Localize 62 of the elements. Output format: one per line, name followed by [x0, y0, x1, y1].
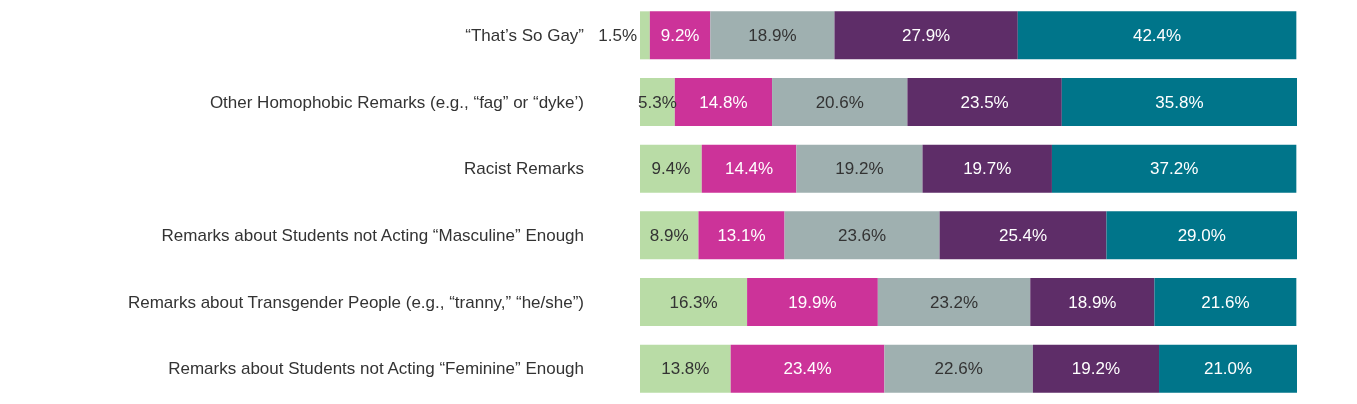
data-label: 23.4% [783, 359, 832, 379]
data-label: 23.6% [837, 225, 887, 245]
bar [907, 78, 1062, 126]
y-tick-label: Racist Remarks [464, 159, 584, 179]
bar [640, 344, 731, 393]
y-tick-label: Remarks about Transgender People (e.g., “tranny,” “he/she”) [127, 292, 584, 312]
data-label: 37.2% [1150, 159, 1199, 179]
bar [640, 11, 650, 60]
bar [772, 78, 908, 126]
data-label: 27.9% [902, 25, 951, 45]
bar [1154, 278, 1297, 326]
bar [784, 211, 940, 260]
bar [877, 278, 1031, 326]
bar [1017, 11, 1297, 60]
data-label: 16.3% [669, 292, 718, 312]
y-tick-label: Other Homophobic Remarks (e.g., “fag” or “dyke’) [209, 92, 584, 112]
bar [1159, 344, 1297, 393]
bar [1030, 278, 1155, 326]
data-label: 25.4% [998, 225, 1048, 245]
y-tick-label: Remarks about Students not Acting “Feminine” Enough [168, 359, 584, 379]
bar [922, 144, 1052, 193]
data-label: 42.4% [1132, 25, 1182, 45]
data-label: 14.8% [699, 92, 748, 112]
data-label: 18.9% [748, 25, 797, 45]
data-label: 9.2% [660, 25, 700, 45]
data-label: 19.2% [1071, 359, 1121, 379]
data-label: 19.2% [835, 159, 884, 179]
data-label: 23.5% [960, 92, 1009, 112]
bar [884, 344, 1033, 393]
data-label: 13.8% [661, 359, 710, 379]
bar [939, 211, 1107, 260]
bar [1106, 211, 1297, 260]
data-label: 9.4% [651, 159, 691, 179]
bar [730, 344, 885, 393]
data-label: 19.7% [963, 159, 1012, 179]
data-label: 29.0% [1177, 225, 1226, 245]
y-tick-label: Remarks about Students not Acting “Masculine” Enough [161, 225, 584, 245]
data-label: 14.4% [724, 159, 774, 179]
bar [698, 211, 785, 260]
data-label: 21.6% [1201, 292, 1250, 312]
bar [747, 278, 878, 326]
data-label: 19.9% [788, 292, 837, 312]
data-label: 13.1% [717, 225, 766, 245]
bar [796, 144, 923, 193]
y-tick-label: “That’s So Gay” [465, 25, 585, 45]
bar [640, 278, 748, 326]
bar [710, 11, 835, 60]
bar [640, 144, 702, 193]
bar [834, 11, 1018, 60]
data-label: 8.9% [649, 225, 689, 245]
data-label: 21.0% [1203, 359, 1253, 379]
data-label: 20.6% [815, 92, 864, 112]
data-label: 1.5% [598, 25, 637, 45]
bar [1051, 144, 1297, 193]
bar [649, 11, 711, 60]
data-label: 35.8% [1155, 92, 1204, 112]
bar [1061, 78, 1297, 126]
bar [701, 144, 797, 193]
data-label: 18.9% [1068, 292, 1117, 312]
bar [1032, 344, 1160, 393]
data-label: 22.6% [934, 359, 983, 379]
data-label: 23.2% [929, 292, 979, 312]
